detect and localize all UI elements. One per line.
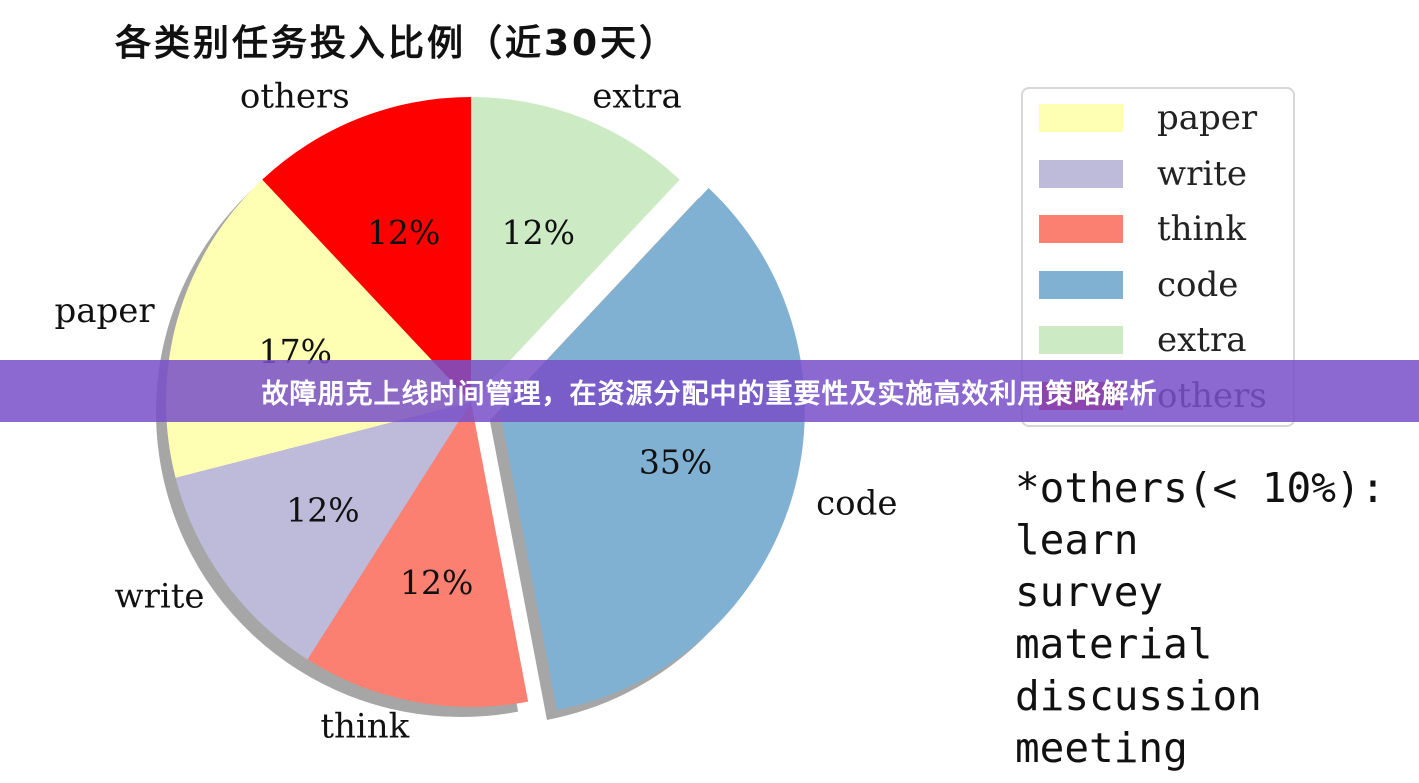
slice-code	[499, 188, 805, 710]
legend-swatch-paper	[1039, 104, 1123, 132]
slice-label-code: code	[816, 483, 897, 523]
annotation-line: meeting	[1015, 724, 1188, 772]
legend-item-think: think	[1039, 209, 1246, 249]
slice-label-others: others	[240, 77, 350, 117]
overlay-banner: 故障朋克上线时间管理，在资源分配中的重要性及实施高效利用策略解析	[0, 360, 1419, 422]
annotation-line: discussion	[1015, 672, 1262, 720]
legend-label-think: think	[1157, 209, 1246, 249]
banner-text: 故障朋克上线时间管理，在资源分配中的重要性及实施高效利用策略解析	[261, 378, 1158, 410]
legend-label-code: code	[1157, 264, 1239, 305]
slice-others	[262, 97, 471, 402]
slice-write	[175, 402, 471, 660]
slice-percent-think: 12%	[400, 563, 473, 602]
legend-item-extra: extra	[1039, 320, 1246, 360]
slice-label-write: write	[114, 577, 204, 617]
legend-item-code: code	[1039, 265, 1238, 305]
slice-label-paper: paper	[54, 291, 155, 331]
slice-percent-others: 12%	[367, 213, 440, 252]
legend-label-extra: extra	[1157, 320, 1247, 360]
annotation-heading: *others(< 10%):	[1015, 464, 1386, 512]
legend-label-paper: paper	[1157, 98, 1258, 138]
slice-percent-extra: 12%	[502, 213, 575, 252]
slice-extra	[471, 96, 680, 402]
annotation-line: learn	[1015, 516, 1139, 564]
legend-swatch-code	[1039, 270, 1123, 299]
slice-percent-write: 12%	[286, 491, 359, 530]
slice-think	[307, 402, 529, 707]
legend-swatch-extra	[1039, 326, 1123, 354]
legend-swatch-think	[1039, 215, 1123, 243]
slice-percent-code: 35%	[639, 442, 712, 481]
annotation-line: material	[1015, 620, 1213, 668]
annotation-line: survey	[1015, 568, 1164, 616]
slice-label-extra: extra	[592, 77, 681, 117]
others-annotation: *others(< 10%): learn survey material discus…	[1015, 462, 1385, 774]
slice-label-think: think	[320, 707, 409, 747]
legend-label-write: write	[1157, 153, 1248, 194]
legend-item-write: write	[1039, 154, 1247, 194]
legend-item-paper: paper	[1039, 98, 1257, 138]
chart-title: 各类别任务投入比例（近30天）	[115, 23, 679, 64]
legend-swatch-write	[1039, 159, 1123, 188]
